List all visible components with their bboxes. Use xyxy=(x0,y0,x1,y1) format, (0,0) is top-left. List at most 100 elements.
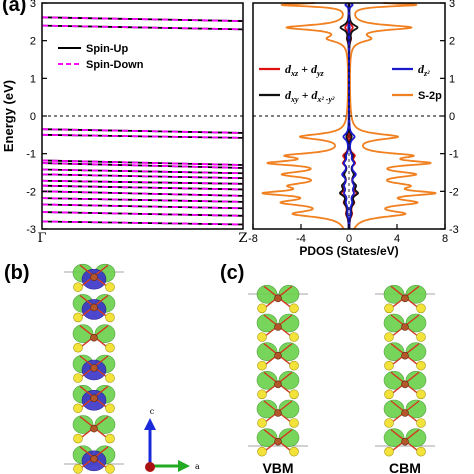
isosurface-lobe xyxy=(278,342,300,361)
pdos-x-tick-label: 4 xyxy=(394,233,400,245)
sulfur-atom xyxy=(73,342,83,353)
sulfur-atom xyxy=(73,403,83,414)
metal-atom xyxy=(90,333,98,342)
isosurface-lobe xyxy=(383,399,405,419)
metal-atom xyxy=(90,273,98,281)
axis-triad: c a xyxy=(144,407,200,472)
sulfur-atom xyxy=(416,332,426,342)
sulfur-atom xyxy=(257,418,267,428)
band-y-tick-label: 0 xyxy=(30,111,36,123)
sulfur-atom xyxy=(105,403,115,414)
band-lines xyxy=(41,16,244,226)
metal-atom xyxy=(274,437,282,446)
metal-atom xyxy=(401,294,409,303)
metal-atom xyxy=(274,294,282,303)
legend-label-spin-down: Spin-Down xyxy=(86,59,144,71)
metal-atom xyxy=(274,380,282,389)
pdos-y-tick-label: -2 xyxy=(449,186,459,198)
isosurface-lobe xyxy=(278,313,300,333)
structure-vbm-chain xyxy=(248,285,308,457)
isosurface-lobe xyxy=(405,285,427,304)
metal-atom xyxy=(274,351,282,360)
isosurface-lobe xyxy=(72,324,94,344)
sulfur-atom xyxy=(384,389,394,400)
sulfur-atom xyxy=(416,360,426,371)
sulfur-atom xyxy=(416,389,426,400)
panel-label-a: (a) xyxy=(2,0,27,16)
label-vbm: VBM xyxy=(262,460,293,474)
sulfur-atom xyxy=(289,389,299,400)
isosurface-lobe xyxy=(278,285,300,304)
label-cbm: CBM xyxy=(389,460,421,474)
isosurface-lobe xyxy=(72,415,94,434)
axis-c-label: c xyxy=(150,407,155,416)
isosurface-lobe xyxy=(405,399,427,419)
sulfur-atom xyxy=(289,360,299,371)
sulfur-atom xyxy=(105,464,115,474)
band-line-spin-down xyxy=(41,159,244,166)
isosurface-lobe xyxy=(278,371,300,390)
band-line-spin-down xyxy=(41,128,244,134)
band-y-tick-label: -3 xyxy=(26,224,36,236)
panel-label-c: (c) xyxy=(220,262,245,284)
band-y-tick-label: -2 xyxy=(26,186,36,198)
isosurface-lobe xyxy=(278,399,300,419)
band-line-spin-down xyxy=(41,133,244,139)
band-line-spin-down xyxy=(41,190,244,197)
band-y-axis-label: Energy (eV) xyxy=(1,80,16,152)
isosurface-lobe xyxy=(256,371,278,390)
sulfur-atom xyxy=(384,332,394,342)
isosurface-lobe xyxy=(256,285,278,304)
band-legend: Spin-Up Spin-Down xyxy=(58,43,144,71)
band-y-tick-label: -1 xyxy=(26,149,36,161)
isosurface-lobe xyxy=(94,415,116,434)
pdos-y-tick-label: -3 xyxy=(449,224,459,236)
band-line-spin-down xyxy=(41,179,244,185)
sulfur-atom xyxy=(105,312,115,323)
isosurface-lobe xyxy=(278,428,300,447)
isosurface-lobe xyxy=(405,313,427,333)
pdos-x-ticks: -8 -4 0 4 8 xyxy=(248,224,448,245)
isosurface-lobe xyxy=(383,313,405,333)
pdos-y-tick-label: 1 xyxy=(449,73,455,85)
sulfur-atom xyxy=(416,418,426,428)
axis-a-arrowhead xyxy=(178,460,190,472)
sulfur-atom xyxy=(257,446,267,457)
sulfur-atom xyxy=(416,303,426,314)
isosurface-lobe xyxy=(256,428,278,447)
sulfur-atom xyxy=(257,303,267,314)
isosurface-lobe xyxy=(405,371,427,390)
band-line-spin-down xyxy=(41,173,244,180)
pdos-y-tick-label: 3 xyxy=(449,0,455,10)
sulfur-atom xyxy=(73,312,83,323)
sulfur-atom xyxy=(289,303,299,314)
pdos-curve-s2p xyxy=(261,2,349,230)
sulfur-atom xyxy=(289,418,299,428)
sulfur-atom xyxy=(384,360,394,371)
band-y-tick-label: 2 xyxy=(30,36,36,48)
band-line-spin-down xyxy=(41,184,244,191)
pdos-x-axis-label: PDOS (States/eV) xyxy=(299,244,398,258)
isosurface-lobe xyxy=(383,342,405,361)
isosurface-lobe xyxy=(383,428,405,447)
sulfur-atom xyxy=(384,446,394,457)
metal-atom xyxy=(274,409,282,417)
axis-a-label: a xyxy=(195,462,200,471)
sulfur-atom xyxy=(105,373,115,383)
isosurface-lobe xyxy=(383,371,405,390)
band-line-spin-down xyxy=(41,203,244,210)
sulfur-atom xyxy=(416,446,426,457)
metal-atom xyxy=(401,437,409,446)
metal-atom xyxy=(401,380,409,389)
sulfur-atom xyxy=(289,332,299,342)
structure-cbm-chain xyxy=(375,285,435,457)
band-line-spin-down xyxy=(41,162,244,169)
metal-atom xyxy=(90,455,98,463)
pdos-y-tick-label: 0 xyxy=(449,111,455,123)
axis-origin xyxy=(145,462,155,472)
sulfur-atom xyxy=(105,342,115,353)
band-line-spin-down xyxy=(41,197,244,203)
